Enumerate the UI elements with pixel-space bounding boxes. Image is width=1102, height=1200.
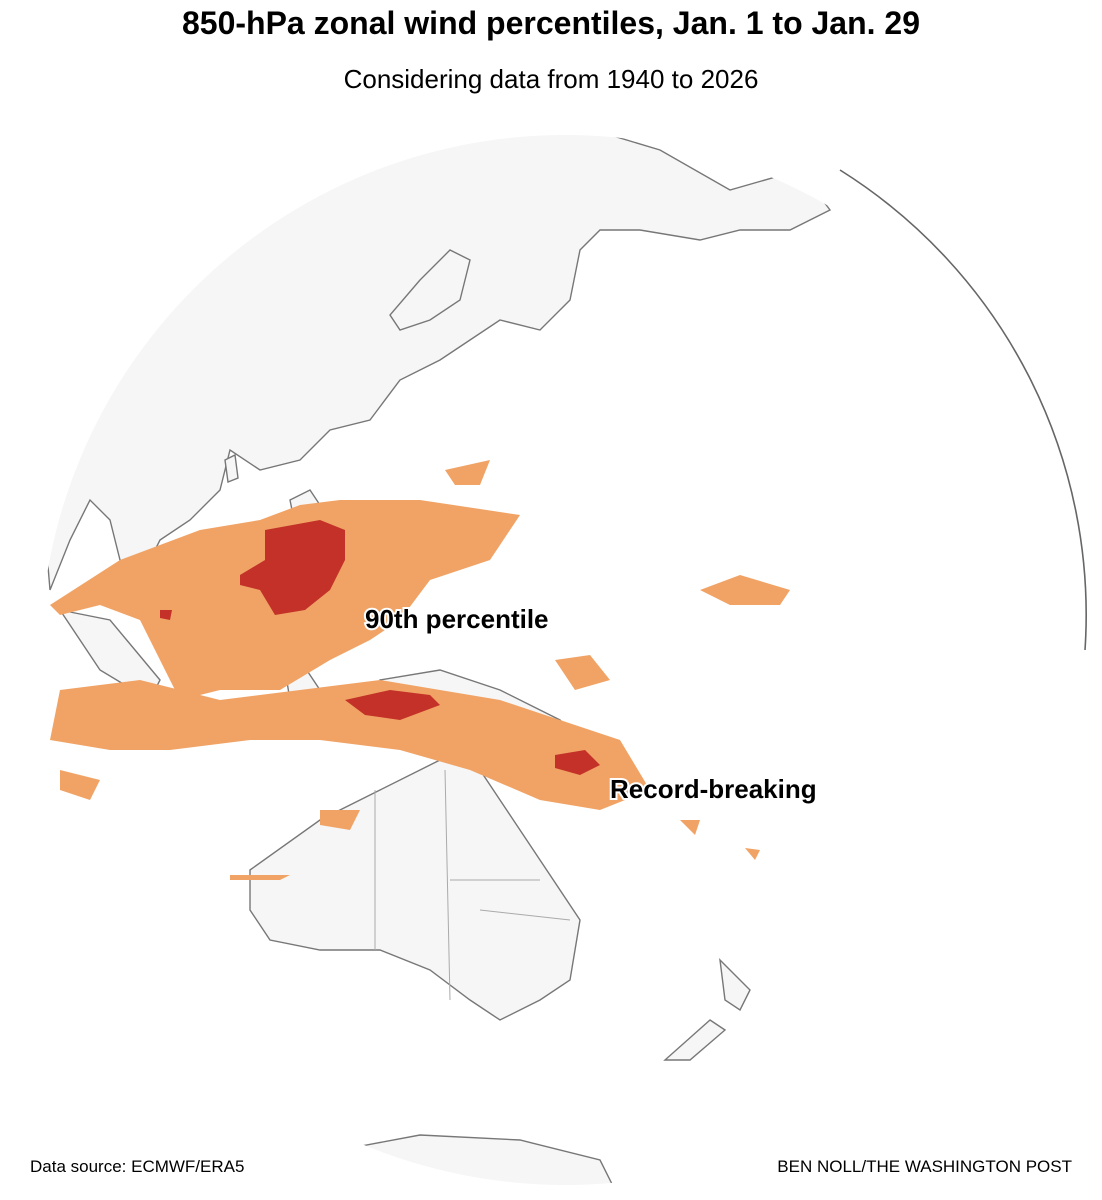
percentile-90-area: [50, 680, 650, 810]
annotation-label: 90th percentile: [365, 604, 549, 634]
new-zealand: [663, 958, 751, 1061]
japan: [389, 249, 471, 331]
globe-edge: [839, 169, 1087, 651]
annotation-label: Record-breaking: [610, 774, 817, 804]
state-borders: [374, 769, 571, 1001]
record-area: [160, 610, 600, 775]
credit: BEN NOLL/THE WASHINGTON POST: [777, 1157, 1072, 1176]
title: 850-hPa zonal wind percentiles, Jan. 1 t…: [182, 5, 920, 41]
subtitle: Considering data from 1940 to 2026: [344, 64, 759, 94]
record-area: [240, 520, 345, 615]
source: Data source: ECMWF/ERA5: [30, 1157, 244, 1176]
globe: [40, 135, 1090, 1185]
taiwan: [224, 453, 239, 483]
